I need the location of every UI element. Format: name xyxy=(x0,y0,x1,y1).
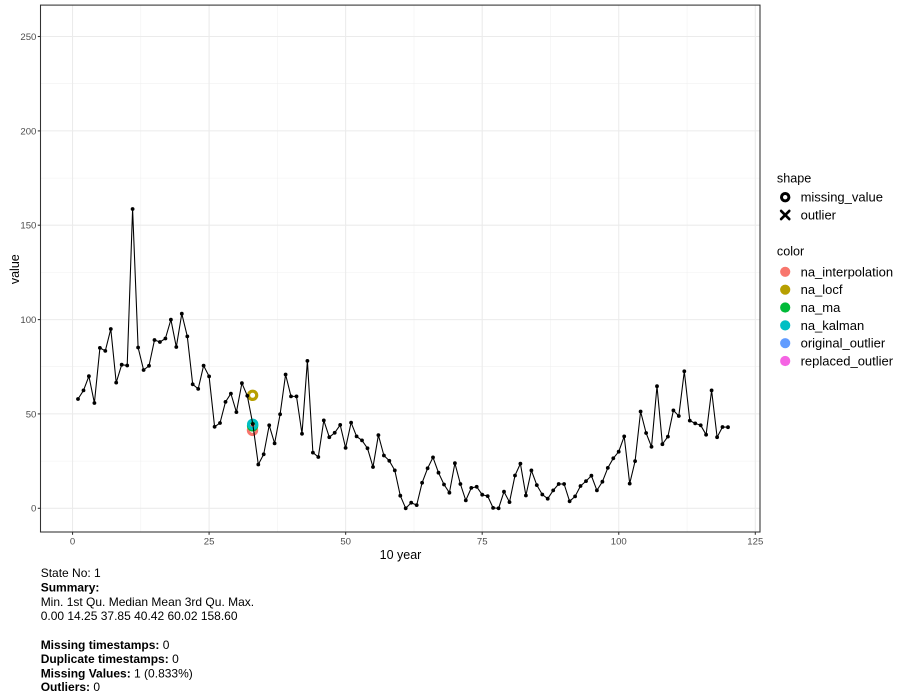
svg-text:250: 250 xyxy=(20,32,36,43)
svg-text:outlier: outlier xyxy=(801,208,837,223)
svg-text:shape: shape xyxy=(777,171,811,185)
svg-text:color: color xyxy=(777,245,804,259)
svg-text:replaced_outlier: replaced_outlier xyxy=(801,354,894,369)
svg-text:na_kalman: na_kalman xyxy=(801,318,865,333)
svg-text:50: 50 xyxy=(340,536,351,547)
svg-text:100: 100 xyxy=(20,315,36,326)
svg-text:100: 100 xyxy=(611,536,627,547)
svg-text:missing_value: missing_value xyxy=(801,190,883,205)
svg-text:Missing Values: 1 (0.833%): Missing Values: 1 (0.833%) xyxy=(41,667,193,681)
svg-text:10 year: 10 year xyxy=(380,548,422,562)
svg-text:na_locf: na_locf xyxy=(801,282,843,297)
svg-text:75: 75 xyxy=(477,536,488,547)
svg-text:na_ma: na_ma xyxy=(801,300,842,315)
svg-text:Outliers: 0: Outliers: 0 xyxy=(41,680,101,694)
svg-text:50: 50 xyxy=(26,409,37,420)
svg-text:0: 0 xyxy=(70,536,75,547)
svg-text:Summary:: Summary: xyxy=(41,581,100,595)
svg-text:value: value xyxy=(8,254,22,284)
svg-text:0: 0 xyxy=(31,504,36,515)
svg-text:0.00 14.25 37.85 40.42 60.02 1: 0.00 14.25 37.85 40.42 60.02 158.60 xyxy=(41,609,238,623)
svg-text:25: 25 xyxy=(204,536,215,547)
svg-text:Duplicate timestamps: 0: Duplicate timestamps: 0 xyxy=(41,652,179,666)
svg-text:na_interpolation: na_interpolation xyxy=(801,264,894,279)
svg-text:125: 125 xyxy=(747,536,763,547)
svg-text:original_outlier: original_outlier xyxy=(801,336,886,351)
svg-text:Min. 1st Qu. Median Mean 3rd Q: Min. 1st Qu. Median Mean 3rd Qu. Max. xyxy=(41,595,254,609)
svg-text:State No: 1: State No: 1 xyxy=(41,566,101,580)
svg-text:200: 200 xyxy=(20,126,36,137)
svg-text:150: 150 xyxy=(20,221,36,232)
svg-text:Missing timestamps: 0: Missing timestamps: 0 xyxy=(41,638,170,652)
